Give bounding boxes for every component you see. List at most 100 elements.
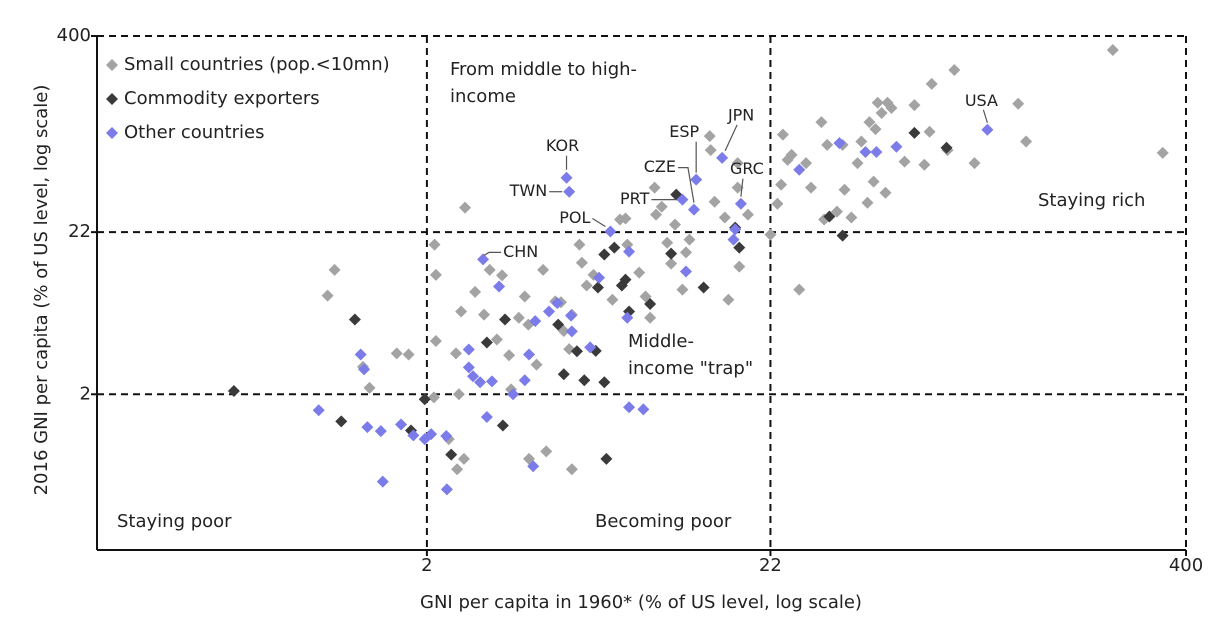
y-tick-label: 22 (68, 221, 91, 242)
data-point (361, 421, 374, 434)
data-point (451, 463, 464, 476)
data-point (619, 273, 632, 286)
data-point (462, 361, 475, 374)
data-point (727, 233, 740, 246)
annotation: Becoming poor (595, 511, 732, 532)
annotation: income (450, 86, 516, 107)
data-point (733, 260, 746, 273)
data-point (775, 178, 788, 191)
point-label: CZE (644, 157, 676, 176)
data-point (805, 181, 818, 194)
data-point (1156, 146, 1169, 159)
data-point (861, 196, 874, 209)
data-point (704, 144, 717, 157)
point-label: ESP (669, 122, 699, 141)
data-point (363, 381, 376, 394)
data-point (606, 293, 619, 306)
data-point (376, 475, 389, 488)
data-point (793, 283, 806, 296)
data-point (575, 256, 588, 269)
data-point (821, 138, 834, 151)
data-point (833, 137, 846, 150)
data-point (823, 210, 836, 223)
data-point (563, 185, 576, 198)
point-label: USA (965, 91, 998, 110)
data-point (462, 343, 475, 356)
data-point (679, 246, 692, 259)
data-point (598, 248, 611, 261)
data-point (395, 418, 408, 431)
leader-line (677, 167, 695, 203)
data-point (335, 415, 348, 428)
data-point (496, 269, 509, 282)
data-point (845, 211, 858, 224)
data-point (467, 370, 480, 383)
data-point (875, 107, 888, 120)
data-point (741, 208, 754, 221)
data-point (870, 145, 883, 158)
data-point (731, 181, 744, 194)
annotation: Staying rich (1038, 190, 1145, 211)
data-point (708, 195, 721, 208)
data-point (478, 308, 491, 321)
data-point (518, 374, 531, 387)
data-point (477, 253, 490, 266)
data-point (565, 309, 578, 322)
data-point (676, 193, 689, 206)
data-point (348, 313, 361, 326)
data-point (697, 281, 710, 294)
data-point (445, 448, 458, 461)
data-point (358, 363, 371, 376)
data-point (580, 279, 593, 292)
data-point (703, 130, 716, 143)
data-point (523, 348, 536, 361)
data-point (551, 297, 564, 310)
data-point (793, 163, 806, 176)
data-point (449, 347, 462, 360)
data-point (407, 429, 420, 442)
data-point (718, 211, 731, 224)
data-point (655, 200, 668, 213)
data-point (619, 212, 632, 225)
leader-line (724, 124, 738, 152)
y-tick-label: 400 (57, 25, 91, 46)
point-label: CHN (503, 242, 538, 261)
data-point (815, 116, 828, 129)
legend-marker (106, 93, 118, 105)
data-point (469, 285, 482, 298)
data-point (776, 128, 789, 141)
data-point (427, 391, 440, 404)
point-label: PRT (620, 189, 650, 208)
data-point (485, 375, 498, 388)
annotation: From middle to high- (450, 59, 637, 80)
data-point (639, 290, 652, 303)
data-point (480, 336, 493, 349)
data-point (981, 123, 994, 136)
point-label: JPN (727, 105, 754, 124)
data-point (863, 116, 876, 129)
data-point (871, 96, 884, 109)
data-point (687, 203, 700, 216)
data-point (529, 315, 542, 328)
legend-label: Commodity exporters (124, 88, 320, 109)
data-point (321, 289, 334, 302)
data-point (650, 208, 663, 221)
data-point (838, 183, 851, 196)
data-point (661, 236, 674, 249)
point-label: POL (559, 208, 590, 227)
x-axis-label: GNI per capita in 1960* (% of US level, … (420, 592, 862, 613)
data-point (312, 404, 325, 417)
data-point (668, 218, 681, 231)
data-point (1020, 135, 1033, 148)
data-point (608, 241, 621, 254)
data-point (851, 157, 864, 170)
data-point (676, 283, 689, 296)
point-label: GRC (730, 159, 764, 178)
legend-marker (106, 59, 118, 71)
data-point (578, 374, 591, 387)
data-point (869, 123, 882, 136)
data-point (560, 171, 573, 184)
y-axis-label: 2016 GNI per capita (% of US level, log … (31, 85, 52, 496)
data-point (679, 265, 692, 278)
point-label: TWN (509, 181, 548, 200)
